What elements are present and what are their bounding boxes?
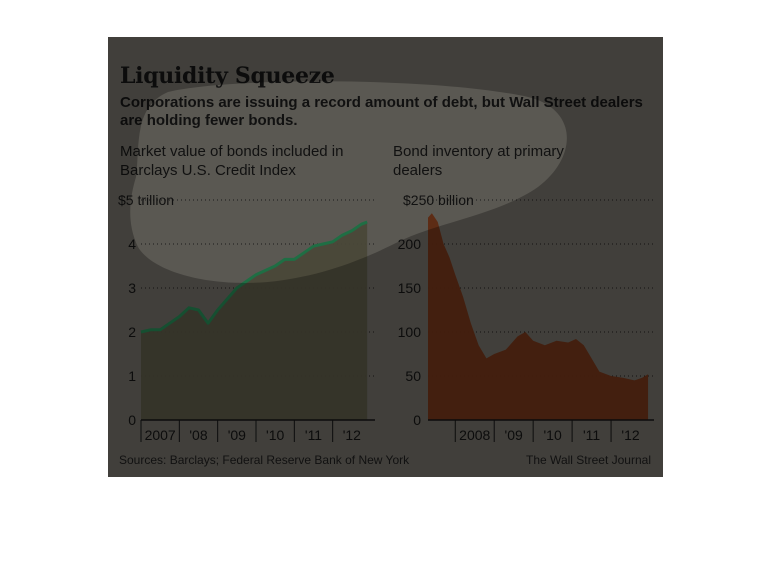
x-tick-label: '08 [189, 427, 207, 443]
publisher-credit: The Wall Street Journal [526, 453, 651, 467]
y-tick-label: $250 billion [403, 192, 474, 208]
source-note: Sources: Barclays; Federal Reserve Bank … [119, 453, 410, 467]
left-panel-label: Market value of bonds included in Barcla… [120, 143, 344, 179]
area-series [141, 222, 368, 420]
x-tick-label: 2008 [459, 427, 490, 443]
y-tick-label: 200 [398, 236, 422, 252]
area-series [428, 213, 649, 420]
x-tick-label: '11 [305, 427, 322, 443]
y-tick-label: 2 [128, 324, 136, 340]
right-chart: 0 50 100 150 200 $250 billion 2008 '09 '10 '11 '12 [398, 192, 654, 443]
y-tick-label: 4 [128, 236, 136, 252]
chart-figure: Liquidity Squeeze Corporations are issui… [108, 37, 663, 477]
x-tick-label: '10 [266, 427, 284, 443]
y-tick-label: $5 trillion [118, 192, 174, 208]
y-tick-label: 1 [128, 368, 136, 384]
y-tick-label: 150 [398, 280, 422, 296]
y-tick-label: 100 [398, 324, 422, 340]
chart-title: Liquidity Squeeze [120, 63, 335, 89]
x-tick-label: '09 [505, 427, 523, 443]
y-tick-label: 0 [128, 412, 136, 428]
x-tick-label: '11 [583, 427, 600, 443]
x-tick-label: '09 [228, 427, 246, 443]
y-tick-label: 50 [405, 368, 421, 384]
line-series [140, 220, 368, 334]
x-tick-label: '12 [621, 427, 639, 443]
x-tick-label: '12 [343, 427, 361, 443]
x-tick-label: 2007 [145, 427, 176, 443]
y-tick-label: 0 [413, 412, 421, 428]
right-panel-label: Bond inventory at primary dealers [393, 143, 564, 179]
y-tick-label: 3 [128, 280, 136, 296]
chart-subtitle: Corporations are issuing a record amount… [120, 94, 643, 129]
left-chart: 0 1 2 3 4 $5 trillion 2007 '08 '09 '10 '11 '12 [118, 192, 375, 443]
x-tick-label: '10 [544, 427, 562, 443]
